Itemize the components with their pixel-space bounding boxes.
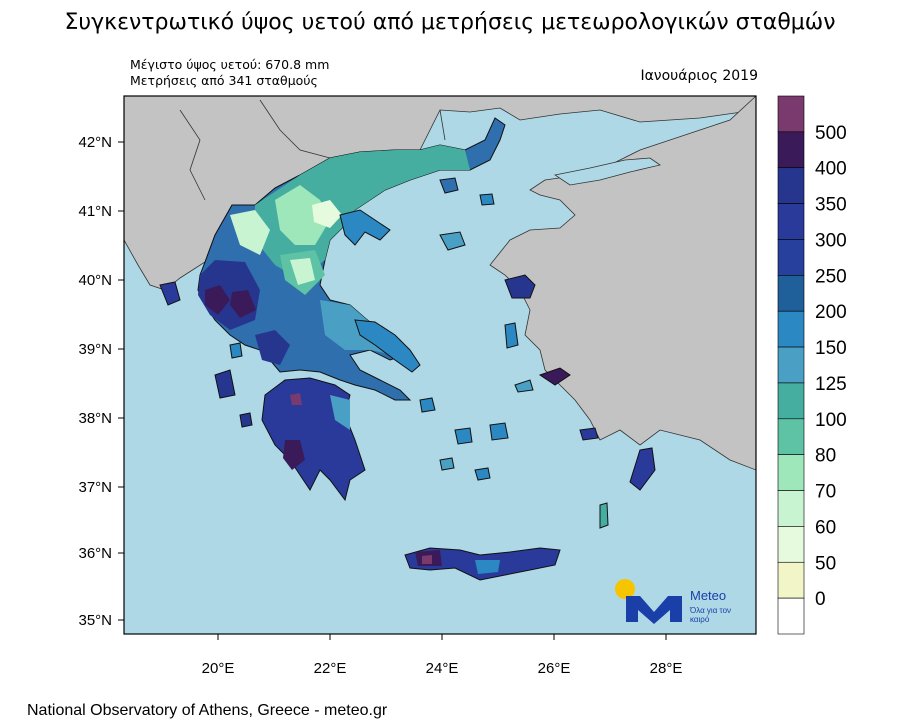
colorbar-label: 150 — [815, 338, 847, 359]
corfu-island — [159, 281, 181, 306]
meteo-logo-icon — [615, 579, 682, 624]
lat-label: 41°N — [78, 203, 112, 220]
colorbar-label: 50 — [815, 553, 836, 574]
lon-label: 24°E — [426, 660, 459, 677]
lon-label: 20°E — [202, 660, 235, 677]
lat-label: 40°N — [78, 272, 112, 289]
lon-label: 22°E — [314, 660, 347, 677]
colorbar-swatch — [777, 561, 805, 599]
colorbar-label: 125 — [815, 374, 847, 395]
colorbar-label: 100 — [815, 410, 847, 431]
rhodes-island — [629, 447, 656, 491]
colorbar-swatch — [777, 131, 805, 169]
colorbar-label: 350 — [815, 195, 847, 216]
lesvos-island — [504, 274, 536, 299]
colorbar-swatch — [777, 95, 805, 133]
colorbar-label: 60 — [815, 517, 836, 538]
footer-credit: National Observatory of Athens, Greece -… — [27, 702, 388, 719]
colorbar-label: 250 — [815, 266, 847, 287]
lon-label: 26°E — [538, 660, 571, 677]
colorbar-swatch — [777, 526, 805, 563]
colorbar-swatch — [777, 597, 805, 635]
colorbar-swatch — [777, 203, 805, 240]
lat-label: 38°N — [78, 410, 112, 427]
max-precipitation-label: Μέγιστο ύψος υετού: 670.8 mm — [130, 57, 330, 72]
colorbar-swatch — [777, 490, 805, 527]
colorbar-swatch — [777, 382, 805, 420]
lon-label: 28°E — [650, 660, 683, 677]
evia-island — [354, 319, 421, 373]
colorbar-label: 500 — [815, 123, 847, 144]
lat-label: 36°N — [78, 545, 112, 562]
map-title: Συγκεντρωτικό ύψος υετού από μετρήσεις μ… — [64, 10, 836, 35]
colorbar-label: 70 — [815, 482, 836, 503]
colorbar-label: 0 — [815, 589, 826, 610]
colorbar-swatch — [777, 346, 805, 384]
logo-tagline: Όλα για τον καιρό — [690, 606, 732, 624]
lat-label: 35°N — [78, 612, 112, 629]
longitude-axis: 20°E 22°E 24°E 26°E 28°E — [202, 634, 683, 677]
colorbar-swatch — [777, 239, 805, 276]
stations-count-label: Μετρήσεις από 341 σταθμούς — [130, 73, 318, 88]
colorbar-swatch — [777, 275, 805, 312]
colorbar-label: 400 — [815, 159, 847, 180]
lat-label: 39°N — [78, 341, 112, 358]
period-label: Ιανουάριος 2019 — [640, 68, 758, 84]
lat-label: 37°N — [78, 479, 112, 496]
colorbar-label: 200 — [815, 302, 847, 323]
colorbar-label: 80 — [815, 446, 836, 467]
colorbar-swatch — [777, 454, 805, 491]
colorbar-swatch — [777, 310, 805, 348]
colorbar-swatch — [777, 167, 805, 204]
logo-name: Meteo — [690, 588, 727, 603]
colorbar-label: 300 — [815, 230, 847, 251]
colorbar-swatch — [777, 418, 805, 455]
lat-label: 42°N — [78, 134, 112, 151]
latitude-axis: 42°N 41°N 40°N 39°N 38°N 37°N 36°N 35°N — [78, 134, 124, 629]
